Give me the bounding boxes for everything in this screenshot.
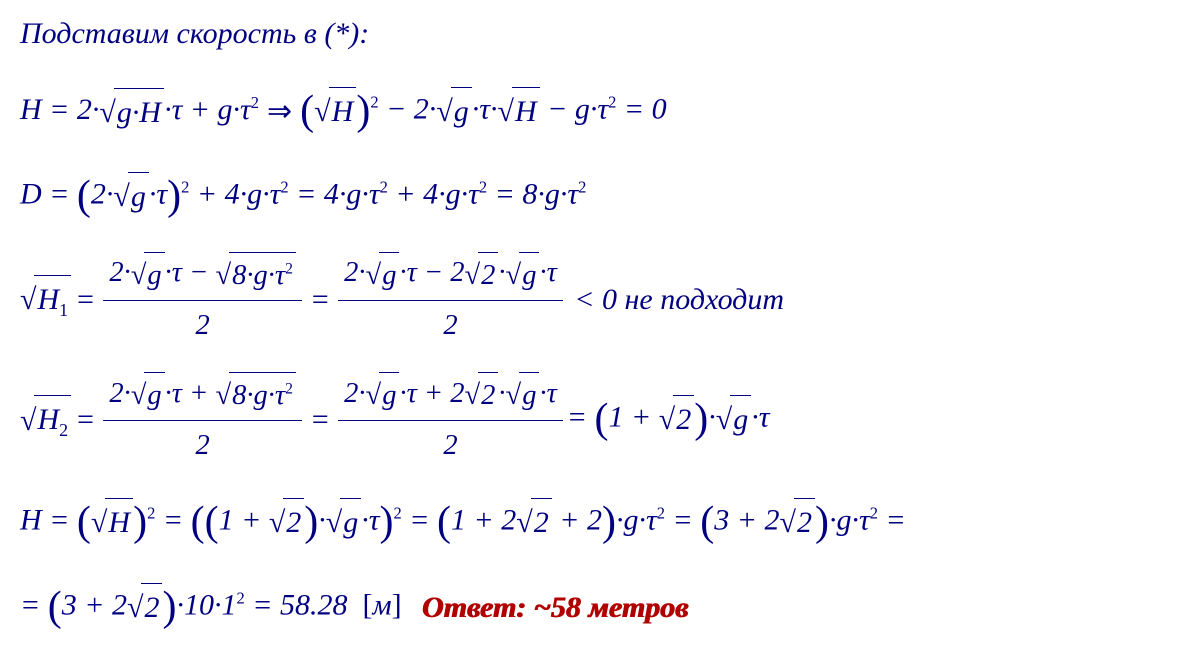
- H-final-1: H = (H)2 = ((1 + 2)·g·τ)2 = (1 + 22 + 2)…: [20, 489, 906, 556]
- eq1-right: (H)2 − 2·g·τ·H − g·τ2 = 0: [300, 78, 666, 145]
- implies-arrow: ⇒: [267, 88, 292, 136]
- H2-tail: = (1 + 2)·g·τ: [567, 386, 770, 453]
- numeric-result: 58.28: [280, 589, 348, 622]
- eq1-left: H = 2·g·H·τ + g·τ2: [20, 86, 259, 137]
- D-expression: D = (2·g·τ)2 + 4·g·τ2 = 4·g·τ2 + 4·g·τ2 …: [20, 163, 586, 230]
- equation-line-H2: H2 = 2·g·τ + 8·g·τ2 2 = 2·g·τ + 22·g·τ 2…: [20, 369, 1180, 471]
- H1-fraction-1: 2·g·τ − 8·g·τ2 2: [103, 248, 302, 350]
- H1-tail-note: < 0 не подходит: [567, 276, 784, 324]
- sqrt-H2-label: H2: [20, 395, 71, 445]
- unit-m: м: [372, 589, 391, 622]
- heading-text: Подставим скорость в (*):: [20, 10, 1180, 58]
- answer-label: Ответ: ~58 метров: [422, 584, 689, 632]
- equation-line-D: D = (2·g·τ)2 + 4·g·τ2 = 4·g·τ2 + 4·g·τ2 …: [20, 163, 1180, 230]
- equation-line-Hfinal-1: H = (H)2 = ((1 + 2)·g·τ)2 = (1 + 22 + 2)…: [20, 489, 1180, 556]
- equation-line-1: H = 2·g·H·τ + g·τ2 ⇒ (H)2 − 2·g·τ·H − g·…: [20, 78, 1180, 145]
- H-final-2: = (3 + 22)·10·12 = 58.28 [м]: [20, 574, 402, 641]
- H2-fraction-2: 2·g·τ + 22·g·τ 2: [338, 369, 563, 471]
- H2-fraction-1: 2·g·τ + 8·g·τ2 2: [103, 369, 302, 471]
- sqrt-H1-label: H1: [20, 275, 71, 325]
- equation-line-H1: H1 = 2·g·τ − 8·g·τ2 2 = 2·g·τ − 22·g·τ 2…: [20, 248, 1180, 350]
- H1-fraction-2: 2·g·τ − 22·g·τ 2: [338, 248, 563, 350]
- equation-line-Hfinal-2: = (3 + 22)·10·12 = 58.28 [м] Ответ: ~58 …: [20, 574, 1180, 641]
